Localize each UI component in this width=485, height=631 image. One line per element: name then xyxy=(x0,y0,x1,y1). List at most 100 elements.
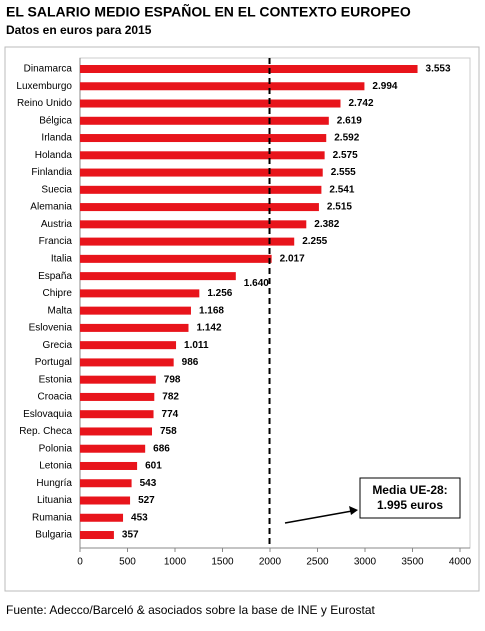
x-tick-label: 2000 xyxy=(259,557,282,568)
y-tick-label: Austria xyxy=(41,219,73,230)
bar xyxy=(80,220,307,229)
annotation-box xyxy=(359,477,461,519)
y-tick-label: Dinamarca xyxy=(24,64,73,75)
bar xyxy=(80,410,154,419)
y-tick-label: Holanda xyxy=(35,150,73,161)
bar xyxy=(80,65,418,73)
y-tick-label: Bélgica xyxy=(39,115,72,126)
bar xyxy=(80,289,200,298)
value-label: 2.592 xyxy=(334,133,359,144)
bar xyxy=(80,306,191,315)
bar xyxy=(80,168,323,177)
y-tick-label: España xyxy=(38,271,72,282)
y-tick-label: Portugal xyxy=(35,357,72,368)
bar xyxy=(80,254,272,263)
source: Fuente: Adecco/Barceló & asociados sobre… xyxy=(6,603,376,617)
value-label: 686 xyxy=(153,443,170,454)
bar xyxy=(80,479,132,488)
bar xyxy=(80,496,131,505)
bar xyxy=(80,237,295,246)
bar xyxy=(80,531,114,540)
x-tick-label: 3000 xyxy=(354,557,377,568)
bar xyxy=(80,185,322,194)
value-label: 1.011 xyxy=(184,340,209,351)
value-label: 2.994 xyxy=(372,81,397,92)
x-tick-label: 0 xyxy=(77,557,83,568)
y-tick-label: Rumania xyxy=(32,512,72,523)
chart-subtitle: Datos en euros para 2015 xyxy=(6,23,152,37)
value-label: 1.142 xyxy=(196,323,221,334)
annotation-arrow xyxy=(284,510,353,524)
value-label: 2.255 xyxy=(302,236,327,247)
value-label: 1.256 xyxy=(207,288,232,299)
bar xyxy=(80,82,365,91)
value-label: 758 xyxy=(160,426,177,437)
y-tick-label: Chipre xyxy=(43,288,73,299)
y-tick-label: Alemania xyxy=(30,202,72,213)
value-label: 3.553 xyxy=(426,64,451,75)
bar xyxy=(80,461,138,470)
bar xyxy=(80,375,156,384)
value-label: 1.640 xyxy=(244,278,269,289)
bar xyxy=(80,99,341,108)
bar xyxy=(80,203,319,212)
bar xyxy=(80,151,325,160)
plot-area xyxy=(79,57,471,549)
y-tick-label: Francia xyxy=(39,236,73,247)
bar xyxy=(80,116,329,125)
annotation-text: Media UE-28: xyxy=(372,483,447,497)
value-label: 543 xyxy=(140,478,157,489)
x-tick-label: 500 xyxy=(119,557,136,568)
y-tick-label: Suecia xyxy=(41,184,72,195)
value-label: 2.575 xyxy=(333,150,358,161)
value-label: 2.742 xyxy=(348,98,373,109)
annotation-text: 1.995 euros xyxy=(377,498,443,512)
bar xyxy=(80,444,146,453)
bar xyxy=(80,392,155,401)
value-label: 2.619 xyxy=(337,115,362,126)
value-label: 453 xyxy=(131,512,148,523)
value-label: 798 xyxy=(164,374,181,385)
x-tick-label: 3500 xyxy=(401,557,424,568)
bar xyxy=(80,323,189,332)
value-label: 2.555 xyxy=(331,167,356,178)
bar xyxy=(80,134,327,143)
y-tick-label: Hungría xyxy=(36,478,72,489)
bar xyxy=(80,513,124,522)
y-tick-label: Finlandia xyxy=(31,167,72,178)
y-tick-label: Croacia xyxy=(38,392,73,403)
y-tick-label: Irlanda xyxy=(41,133,72,144)
value-label: 357 xyxy=(122,530,139,541)
value-label: 527 xyxy=(138,495,155,506)
value-label: 986 xyxy=(182,357,199,368)
y-tick-label: Grecia xyxy=(43,340,73,351)
value-label: 782 xyxy=(162,392,179,403)
y-tick-label: Eslovaquia xyxy=(23,409,72,420)
x-tick-label: 4000 xyxy=(449,557,472,568)
chart-frame xyxy=(4,46,480,592)
y-tick-label: Luxemburgo xyxy=(16,81,72,92)
x-tick-label: 1000 xyxy=(164,557,187,568)
bar xyxy=(80,358,174,367)
y-tick-label: Polonia xyxy=(39,443,73,454)
bar xyxy=(80,427,153,436)
value-label: 601 xyxy=(145,461,162,472)
y-tick-label: Letonia xyxy=(39,461,72,472)
y-tick-label: Reino Unido xyxy=(17,98,72,109)
value-label: 2.541 xyxy=(329,184,354,195)
y-tick-label: Lituania xyxy=(37,495,72,506)
y-tick-label: Eslovenia xyxy=(29,323,73,334)
value-label: 774 xyxy=(162,409,179,420)
value-label: 1.168 xyxy=(199,305,224,316)
arrow-head xyxy=(349,506,358,515)
y-tick-label: Bulgaria xyxy=(35,530,72,541)
bar xyxy=(80,272,236,281)
bar xyxy=(80,341,177,350)
value-label: 2.382 xyxy=(314,219,339,230)
y-tick-label: Rep. Checa xyxy=(19,426,72,437)
chart-title: EL SALARIO MEDIO ESPAÑOL EN EL CONTEXTO … xyxy=(6,3,411,20)
x-tick-label: 2500 xyxy=(306,557,329,568)
x-tick-label: 1500 xyxy=(211,557,234,568)
y-tick-label: Malta xyxy=(48,305,73,316)
